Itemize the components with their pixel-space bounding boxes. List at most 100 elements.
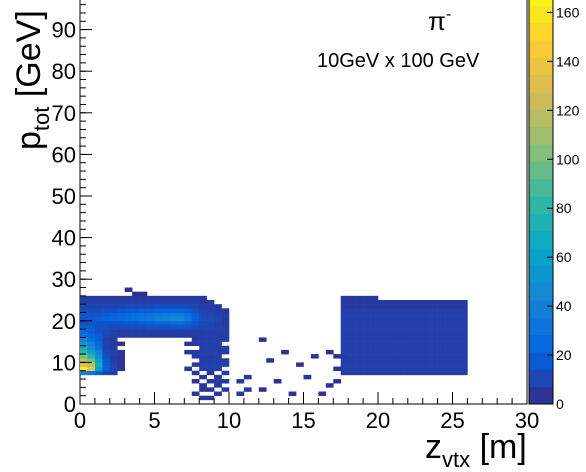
heatmap-cell [184,341,193,347]
heatmap-cell [378,341,386,347]
heatmap-cell [102,295,111,301]
heatmap-cell [94,349,103,355]
heatmap-cell [94,312,103,317]
heatmap-cell [109,358,118,363]
heatmap-cell [385,324,394,330]
heatmap-cell [154,324,163,330]
heatmap-cell [363,324,371,330]
heatmap-cell [191,337,200,342]
heatmap-cell [102,320,111,326]
heatmap-cell [109,370,118,376]
heatmap-cell [109,366,118,372]
heatmap-cell [340,324,349,330]
heatmap-cell [184,349,193,355]
heatmap-cell [437,329,446,334]
heatmap-cell [221,316,230,322]
heatmap-cell [80,320,88,326]
heatmap-cell [459,329,468,334]
heatmap-cell [363,308,371,313]
heatmap-cell [437,370,446,376]
y-tick-label: 20 [52,309,76,334]
heatmap-cell [221,324,230,330]
heatmap-cell [400,345,409,351]
heatmap-cell [191,379,200,384]
heatmap-cell [221,308,230,313]
heatmap-cell [199,308,207,313]
heatmap-cell [452,308,461,313]
heatmap-cell [139,312,148,317]
heatmap-cell [102,366,111,372]
heatmap-cell [348,308,356,313]
heatmap-cell [400,316,409,322]
heatmap-cell [147,308,155,313]
heatmap-cell [87,324,96,330]
heatmap-cell [154,312,163,317]
heatmap-cell [459,370,468,376]
heatmap-cell [94,345,103,351]
heatmap-cell [355,320,364,326]
heatmap-cell [430,345,438,351]
heatmap-cell [102,362,111,367]
colorbar-segment [529,178,553,197]
heatmap-cell [199,324,207,330]
heatmap-cell [445,300,453,305]
heatmap-cell [340,316,349,322]
heatmap-cell [430,304,438,309]
heatmap-cell [87,320,96,326]
heatmap-cell [132,304,140,309]
heatmap-cell [392,345,401,351]
heatmap-cell [102,341,111,347]
heatmap-cell [109,316,118,322]
heatmap-cell [355,337,364,342]
heatmap-cell [184,324,193,330]
heatmap-cell [430,300,438,305]
colorbar-segment [529,230,553,249]
heatmap-cell [214,349,222,355]
heatmap-cell [340,370,349,376]
heatmap-cell [348,366,356,372]
heatmap-cell [191,370,200,376]
heatmap-cell [333,379,342,384]
heatmap-cell [370,366,379,372]
heatmap-cell [452,349,461,355]
heatmap-cell [221,320,230,326]
heatmap-cell [117,366,125,372]
heatmap-cell [214,333,222,338]
heatmap-cell [109,345,118,351]
heatmap-cell [94,329,103,334]
heatmap-cell [459,366,468,372]
heatmap-cell [199,333,207,338]
heatmap-cell [191,312,200,317]
heatmap-cell [221,333,230,338]
heatmap-cell [109,312,118,317]
heatmap-cell [407,312,416,317]
heatmap-cell [415,366,423,372]
heatmap-cell [415,333,423,338]
heatmap-cell [154,308,163,313]
heatmap-cell [407,341,416,347]
colorbar-segment [529,40,553,58]
heatmap-cell [214,337,222,342]
heatmap-cell [407,370,416,376]
heatmap-cell [109,300,118,305]
heatmap-cell [206,308,215,313]
heatmap-cell [392,320,401,326]
colorbar-segment [529,369,553,388]
heatmap-cell [385,362,394,367]
heatmap-cell [355,362,364,367]
heatmap-cell [459,354,468,359]
heatmap-cell [430,337,438,342]
heatmap-cell [221,349,230,355]
heatmap-cell [392,300,401,305]
heatmap-cell [340,349,349,355]
heatmap-cell [392,358,401,363]
heatmap-cell [437,308,446,313]
heatmap-cell [459,362,468,367]
heatmap-cell [80,337,88,342]
heatmap-cell [199,362,207,367]
heatmap-cell [437,341,446,347]
heatmap-cell [199,312,207,317]
heatmap-cell [363,300,371,305]
colorbar-segment [529,300,553,318]
heatmap-cell [370,295,379,301]
